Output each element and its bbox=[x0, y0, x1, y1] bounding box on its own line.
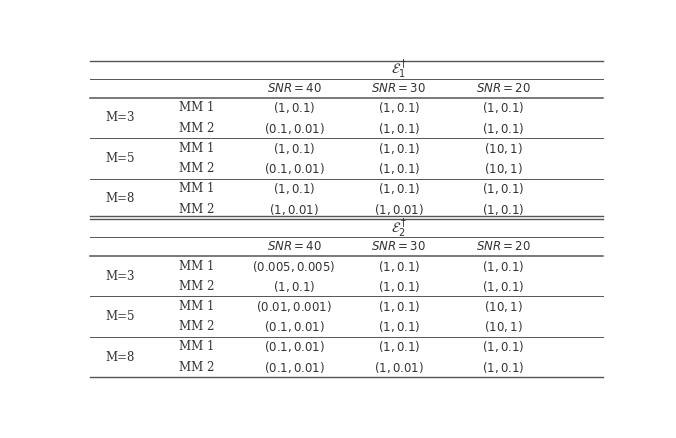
Text: MM 2: MM 2 bbox=[178, 280, 214, 293]
Text: $(1, 0.1)$: $(1, 0.1)$ bbox=[378, 100, 420, 115]
Text: MM 2: MM 2 bbox=[178, 361, 214, 374]
Text: $(1, 0.1)$: $(1, 0.1)$ bbox=[483, 100, 525, 115]
Text: M=8: M=8 bbox=[105, 350, 135, 364]
Text: $SNR = 30$: $SNR = 30$ bbox=[371, 81, 427, 95]
Text: $(1, 0.1)$: $(1, 0.1)$ bbox=[378, 319, 420, 334]
Text: $(0.1, 0.01)$: $(0.1, 0.01)$ bbox=[264, 360, 324, 375]
Text: $(1, 0.1)$: $(1, 0.1)$ bbox=[273, 279, 315, 294]
Text: M=5: M=5 bbox=[105, 152, 135, 165]
Text: $(1, 0.1)$: $(1, 0.1)$ bbox=[483, 339, 525, 354]
Text: $(0.1, 0.01)$: $(0.1, 0.01)$ bbox=[264, 120, 324, 136]
Text: $(1, 0.1)$: $(1, 0.1)$ bbox=[378, 299, 420, 314]
Text: $(1, 0.1)$: $(1, 0.1)$ bbox=[483, 258, 525, 274]
Text: MM 2: MM 2 bbox=[178, 162, 214, 175]
Text: M=5: M=5 bbox=[105, 310, 135, 323]
Text: MM 2: MM 2 bbox=[178, 122, 214, 134]
Text: $(10, 1)$: $(10, 1)$ bbox=[484, 141, 523, 156]
Text: MM 1: MM 1 bbox=[178, 101, 214, 114]
Text: $(1, 0.1)$: $(1, 0.1)$ bbox=[483, 201, 525, 216]
Text: $(1, 0.1)$: $(1, 0.1)$ bbox=[483, 360, 525, 375]
Text: $(1, 0.1)$: $(1, 0.1)$ bbox=[483, 120, 525, 136]
Text: $(1, 0.1)$: $(1, 0.1)$ bbox=[273, 141, 315, 156]
Text: $SNR = 20$: $SNR = 20$ bbox=[476, 240, 531, 253]
Text: $\mathcal{E}_2^\dagger$: $\mathcal{E}_2^\dagger$ bbox=[391, 216, 407, 240]
Text: $(0.005, 0.005)$: $(0.005, 0.005)$ bbox=[252, 258, 336, 274]
Text: $SNR = 40$: $SNR = 40$ bbox=[266, 240, 322, 253]
Text: $(0.1, 0.01)$: $(0.1, 0.01)$ bbox=[264, 339, 324, 354]
Text: $(1, 0.1)$: $(1, 0.1)$ bbox=[378, 120, 420, 136]
Text: $(0.1, 0.01)$: $(0.1, 0.01)$ bbox=[264, 319, 324, 334]
Text: MM 1: MM 1 bbox=[178, 142, 214, 155]
Text: $\mathcal{E}_1^\dagger$: $\mathcal{E}_1^\dagger$ bbox=[391, 58, 407, 81]
Text: $(10, 1)$: $(10, 1)$ bbox=[484, 161, 523, 176]
Text: MM 2: MM 2 bbox=[178, 320, 214, 333]
Text: MM 1: MM 1 bbox=[178, 260, 214, 272]
Text: $(1, 0.01)$: $(1, 0.01)$ bbox=[374, 360, 424, 375]
Text: $(1, 0.01)$: $(1, 0.01)$ bbox=[269, 201, 319, 216]
Text: $(1, 0.1)$: $(1, 0.1)$ bbox=[483, 181, 525, 196]
Text: MM 1: MM 1 bbox=[178, 300, 214, 313]
Text: MM 1: MM 1 bbox=[178, 340, 214, 353]
Text: $(1, 0.1)$: $(1, 0.1)$ bbox=[378, 161, 420, 176]
Text: $(0.01, 0.001)$: $(0.01, 0.001)$ bbox=[256, 299, 332, 314]
Text: $(10, 1)$: $(10, 1)$ bbox=[484, 299, 523, 314]
Text: $SNR = 40$: $SNR = 40$ bbox=[266, 81, 322, 95]
Text: $(1, 0.1)$: $(1, 0.1)$ bbox=[483, 279, 525, 294]
Text: $(1, 0.1)$: $(1, 0.1)$ bbox=[378, 258, 420, 274]
Text: MM 2: MM 2 bbox=[178, 202, 214, 215]
Text: $(1, 0.1)$: $(1, 0.1)$ bbox=[378, 181, 420, 196]
Text: $(1, 0.1)$: $(1, 0.1)$ bbox=[378, 339, 420, 354]
Text: $(1, 0.01)$: $(1, 0.01)$ bbox=[374, 201, 424, 216]
Text: $SNR = 30$: $SNR = 30$ bbox=[371, 240, 427, 253]
Text: $(1, 0.1)$: $(1, 0.1)$ bbox=[378, 279, 420, 294]
Text: $(1, 0.1)$: $(1, 0.1)$ bbox=[273, 181, 315, 196]
Text: $(1, 0.1)$: $(1, 0.1)$ bbox=[273, 100, 315, 115]
Text: $(0.1, 0.01)$: $(0.1, 0.01)$ bbox=[264, 161, 324, 176]
Text: MM 1: MM 1 bbox=[178, 182, 214, 195]
Text: M=8: M=8 bbox=[105, 192, 135, 205]
Text: $(10, 1)$: $(10, 1)$ bbox=[484, 319, 523, 334]
Text: M=3: M=3 bbox=[105, 112, 135, 124]
Text: M=3: M=3 bbox=[105, 270, 135, 283]
Text: $(1, 0.1)$: $(1, 0.1)$ bbox=[378, 141, 420, 156]
Text: $SNR = 20$: $SNR = 20$ bbox=[476, 81, 531, 95]
